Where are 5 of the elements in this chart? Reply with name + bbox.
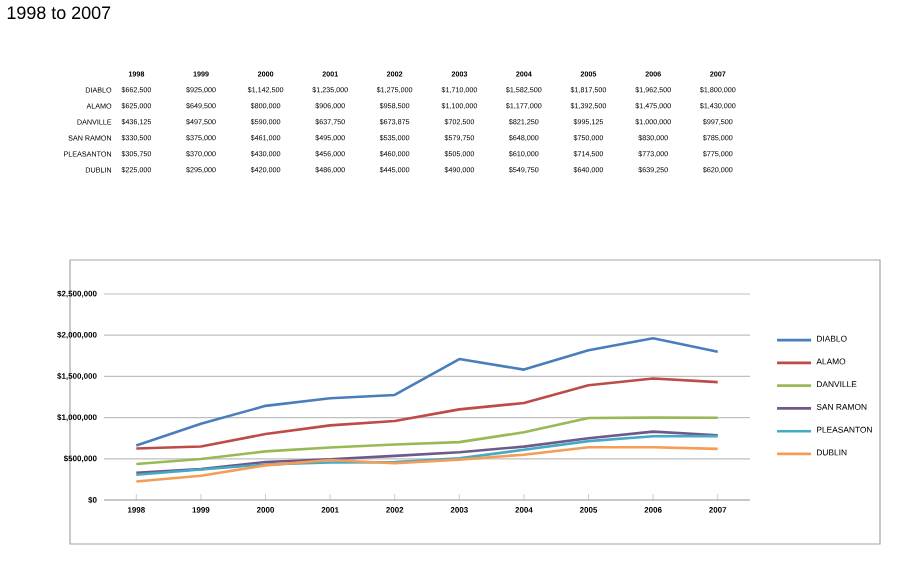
line-series — [135, 377, 720, 450]
line-series — [135, 336, 720, 447]
chart-title: 1998 to 2007 — [7, 6, 111, 20]
line-series — [135, 416, 720, 466]
line-series — [135, 445, 720, 483]
